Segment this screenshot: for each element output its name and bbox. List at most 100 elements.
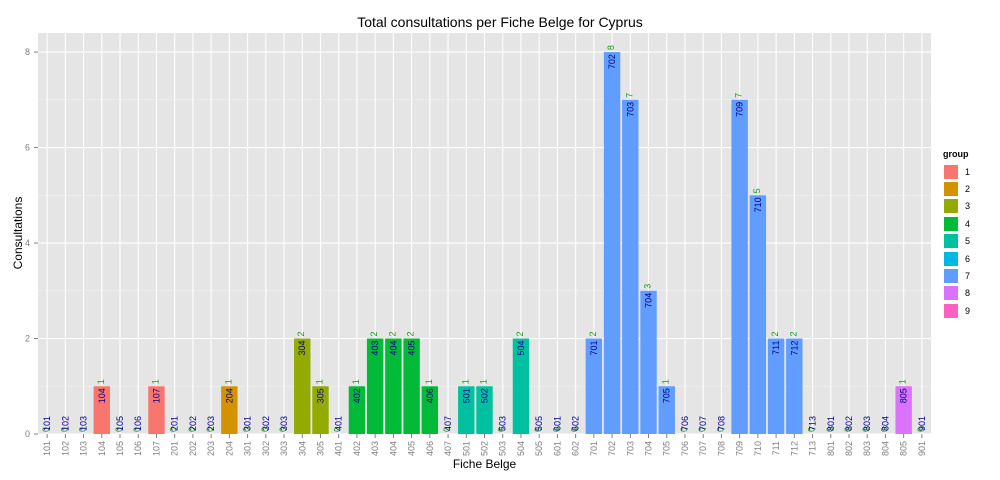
bar-category-label: 701 [589, 341, 599, 356]
bar-value-label: 7 [734, 93, 744, 98]
bar-category-label: 303 [279, 416, 289, 431]
bar-category-label: 402 [352, 388, 362, 403]
x-tick-label: 709 [735, 441, 745, 456]
x-tick-label: 601 [552, 441, 562, 456]
x-tick-label: 713 [808, 441, 818, 456]
bar-category-label: 203 [206, 416, 216, 431]
bar-value-label: 1 [351, 379, 361, 384]
bar-category-label: 204 [224, 388, 234, 403]
bar-value-label: 1 [96, 379, 106, 384]
y-tick-label: 0 [25, 429, 30, 439]
x-tick-label: 303 [279, 441, 289, 456]
legend-label: 9 [965, 305, 971, 316]
chart-title: Total consultations per Fiche Belge for … [357, 14, 643, 30]
bar-value-label: 1 [479, 379, 489, 384]
legend: group 1 2 3 4 5 6 7 8 9 [943, 149, 970, 320]
x-tick-label: 710 [753, 441, 763, 456]
bar-category-label: 709 [735, 102, 745, 117]
x-tick-label: 301 [243, 441, 253, 456]
bar-value-label: 2 [515, 332, 525, 337]
bar-category-label: 405 [407, 341, 417, 356]
bar-value-label: 2 [369, 332, 379, 337]
bar-value-label: 2 [387, 332, 397, 337]
x-tick-label: 305 [315, 441, 325, 456]
bar-value-label: 0 [497, 427, 507, 432]
bar-category-label: 403 [370, 341, 380, 356]
bar-category-label: 801 [826, 416, 836, 431]
bar-category-label: 505 [534, 416, 544, 431]
bar-value-label: 0 [533, 427, 543, 432]
bar-category-label: 404 [388, 341, 398, 356]
y-tick-label: 8 [25, 47, 30, 57]
x-tick-label: 705 [662, 441, 672, 456]
bar-value-label: 0 [132, 427, 142, 432]
bar-value-label: 7 [624, 93, 634, 98]
x-tick-label: 403 [370, 441, 380, 456]
bar-value-label: 1 [150, 379, 160, 384]
bar-category-label: 302 [261, 416, 271, 431]
legend-swatch [943, 198, 959, 215]
bar [312, 386, 329, 434]
bar-category-label: 708 [716, 416, 726, 431]
bar-category-label: 105 [115, 416, 125, 431]
x-tick-label: 201 [170, 441, 180, 456]
x-tick-label: 101 [42, 441, 52, 456]
x-tick-label: 712 [789, 441, 799, 456]
bar [585, 338, 603, 434]
bar-value-label: 0 [916, 427, 926, 432]
x-tick-label: 802 [844, 441, 854, 456]
bar-value-label: 0 [697, 427, 707, 432]
bar-value-label: 0 [333, 427, 343, 432]
y-tick-label: 2 [25, 334, 30, 344]
bar-category-label: 202 [188, 416, 198, 431]
legend-item: 5 [943, 233, 970, 250]
bar-category-label: 804 [880, 416, 890, 431]
x-tick-label: 402 [352, 441, 362, 456]
x-tick-label: 505 [534, 441, 544, 456]
legend-label: 8 [965, 288, 971, 299]
bar [421, 386, 439, 434]
bar-value-label: 2 [770, 332, 780, 337]
x-tick-label: 801 [826, 441, 836, 456]
y-axis-title: Consultations [11, 196, 25, 270]
bar-category-label: 304 [297, 341, 307, 356]
bar-value-label: 2 [588, 332, 598, 337]
bar [385, 338, 402, 434]
bar-category-label: 601 [552, 416, 562, 431]
legend-swatch [943, 163, 959, 180]
legend-label: 3 [965, 201, 971, 212]
legend-label: 4 [965, 218, 971, 229]
bar-value-label: 2 [296, 332, 306, 337]
x-tick-label: 502 [480, 441, 490, 456]
legend-item: 4 [943, 215, 970, 232]
x-tick-label: 803 [862, 441, 872, 456]
bar-value-label: 1 [898, 379, 908, 384]
bar-value-label: 0 [59, 427, 69, 432]
x-tick-label: 708 [716, 441, 726, 456]
legend-item: 2 [943, 180, 970, 198]
bar-value-label: 0 [570, 427, 580, 432]
bar-value-label: 8 [606, 45, 616, 50]
bar-value-label: 0 [169, 427, 179, 432]
bar-category-label: 106 [133, 416, 143, 431]
bar-value-label: 0 [715, 427, 725, 432]
legend-item: 3 [943, 198, 970, 215]
bar-category-label: 504 [516, 341, 526, 356]
bar-category-label: 104 [97, 388, 107, 403]
x-tick-label: 204 [224, 441, 234, 456]
bar-category-label: 710 [753, 197, 763, 212]
bar-category-label: 305 [315, 388, 325, 403]
bar [640, 290, 657, 434]
bar-category-label: 901 [917, 416, 927, 431]
bar [476, 386, 493, 434]
bar [512, 338, 530, 434]
bar-category-label: 301 [243, 416, 253, 431]
x-tick-label: 804 [880, 441, 890, 456]
bar-value-label: 0 [551, 427, 561, 432]
x-tick-label: 401 [334, 441, 344, 456]
x-tick-label: 805 [899, 441, 909, 456]
legend-swatch [943, 285, 959, 302]
bar-value-label: 2 [788, 332, 798, 337]
x-tick-label: 504 [516, 441, 526, 456]
bar [786, 338, 803, 434]
